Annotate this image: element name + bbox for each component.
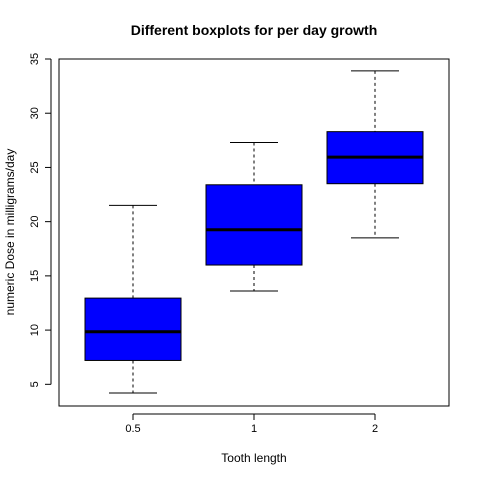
y-tick-label: 5 xyxy=(29,381,41,387)
y-tick-label: 15 xyxy=(29,270,41,282)
y-tick-label: 30 xyxy=(29,107,41,119)
box-0.5 xyxy=(84,297,182,361)
y-tick-label: 25 xyxy=(29,161,41,173)
x-tick-label: 2 xyxy=(372,423,378,435)
chart-title: Different boxplots for per day growth xyxy=(131,22,378,38)
y-axis: 5 10 15 20 25 30 35 xyxy=(29,53,52,387)
x-tick-label: 0.5 xyxy=(125,423,140,435)
boxes-group xyxy=(84,70,424,394)
box-1 xyxy=(205,184,303,266)
plot-frame xyxy=(58,58,450,407)
y-tick-label: 35 xyxy=(29,53,41,65)
y-tick-label: 20 xyxy=(29,216,41,228)
y-tick-label: 10 xyxy=(29,324,41,336)
y-axis-label: numeric Dose in milligrams/day xyxy=(3,149,17,316)
x-axis: 0.5 1 2 xyxy=(125,413,378,435)
x-axis-label: Tooth length xyxy=(221,451,286,465)
x-tick-label: 1 xyxy=(251,423,257,435)
